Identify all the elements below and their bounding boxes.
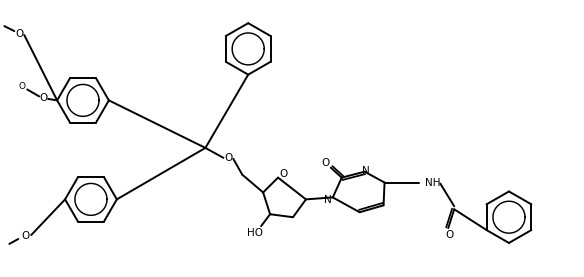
Text: O: O [39, 93, 47, 103]
Text: O: O [19, 82, 26, 91]
Text: NH: NH [425, 178, 440, 188]
Text: O: O [224, 153, 232, 163]
Text: O: O [279, 169, 287, 179]
Text: N: N [324, 195, 332, 205]
Text: N: N [361, 166, 370, 176]
Text: HO: HO [247, 228, 263, 238]
Text: O: O [445, 230, 453, 240]
Text: O: O [15, 29, 23, 39]
Text: O: O [21, 231, 29, 241]
Text: O: O [322, 158, 330, 168]
